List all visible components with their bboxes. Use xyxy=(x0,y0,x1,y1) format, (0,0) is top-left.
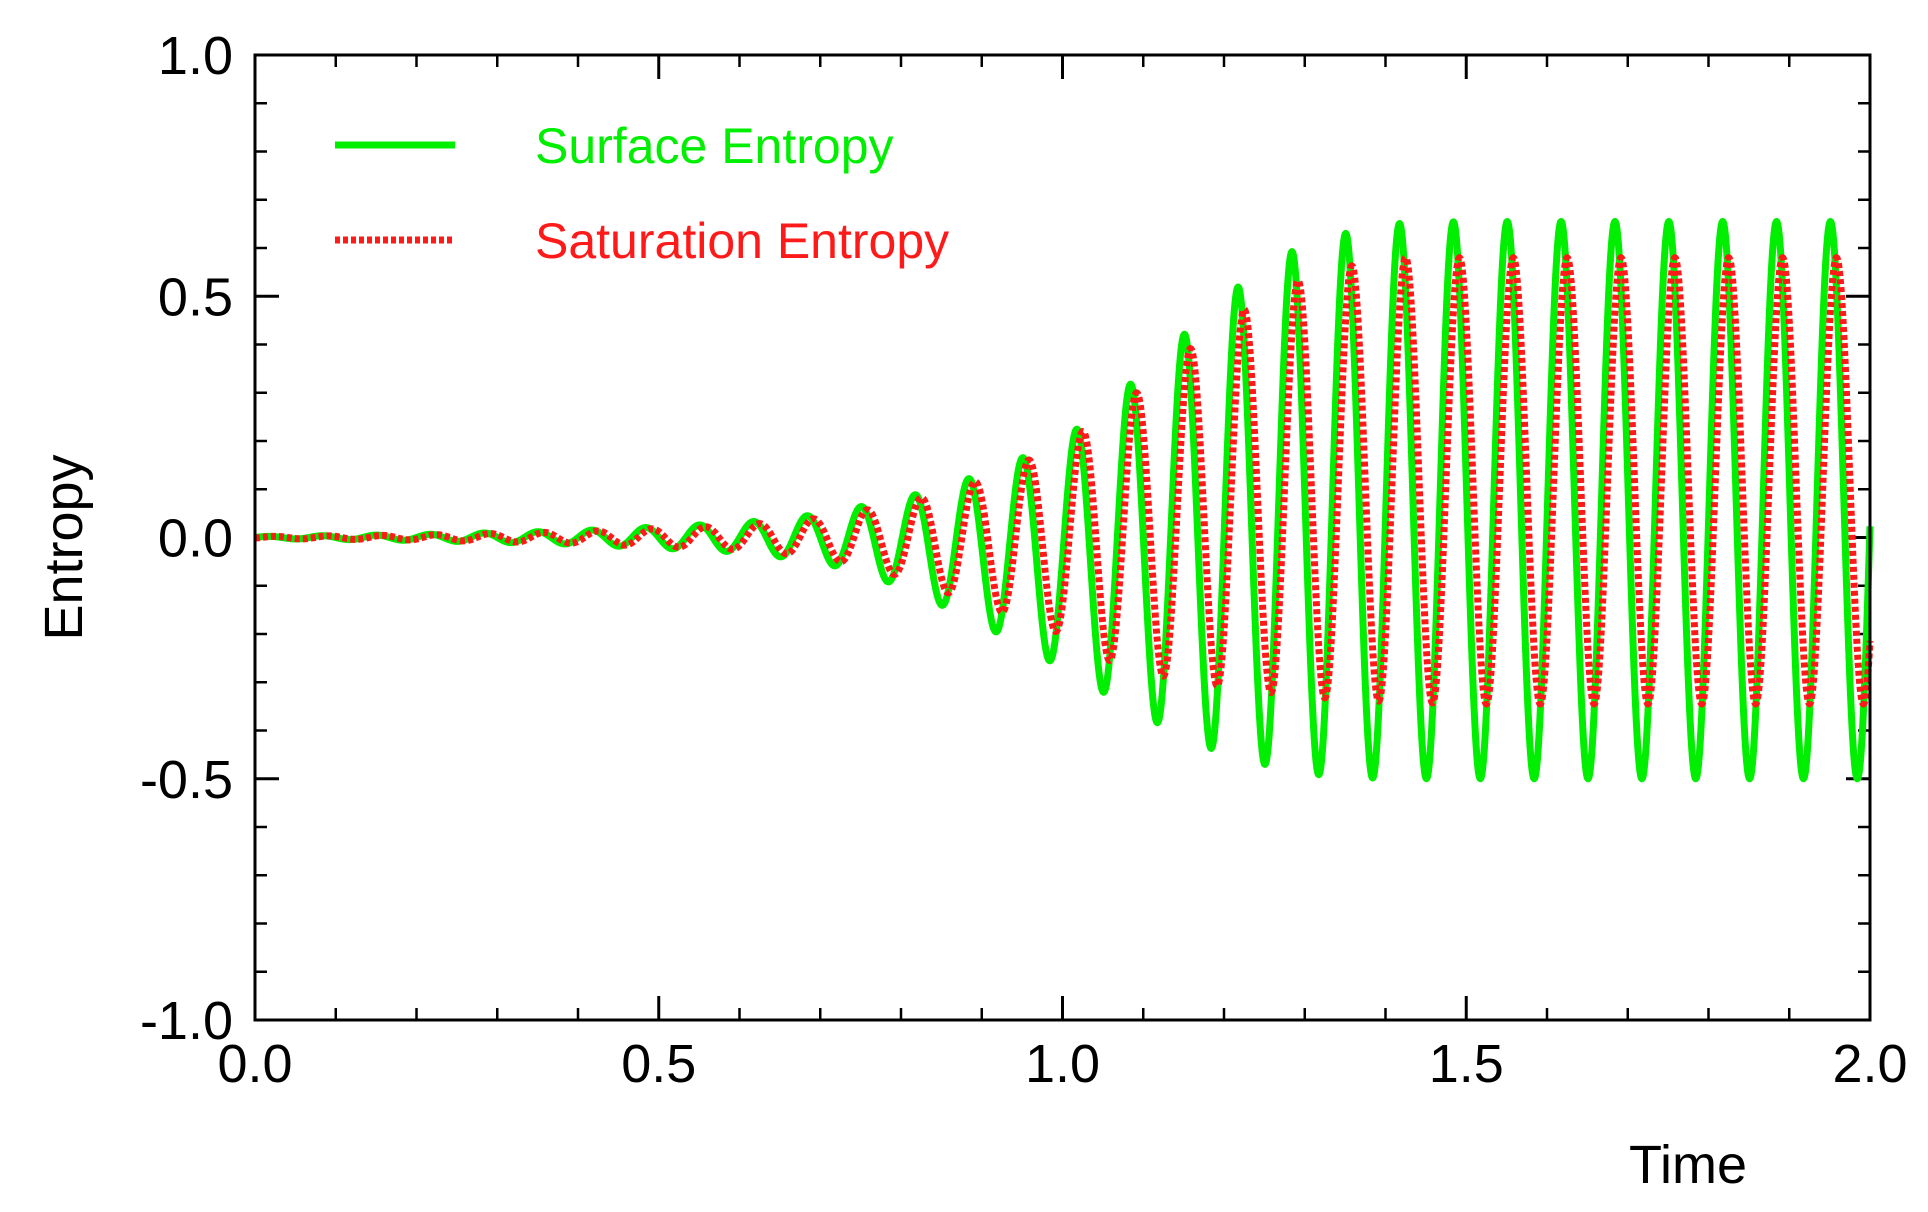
x-tick-labels: 0.0 0.5 1.0 1.5 2.0 xyxy=(217,1034,1907,1094)
x-tick-label: 0.0 xyxy=(217,1034,292,1094)
series-line-saturation-entropy xyxy=(252,254,1874,708)
y-axis-title: Entropy xyxy=(34,454,94,640)
y-tick-label: 0.0 xyxy=(158,509,233,569)
y-tick-label: 1.0 xyxy=(158,26,233,86)
x-axis-title: Time xyxy=(1629,1135,1747,1195)
legend-label-saturation-entropy: Saturation Entropy xyxy=(535,213,949,269)
y-tick-label: -0.5 xyxy=(140,750,233,810)
legend: Surface Entropy Saturation Entropy xyxy=(335,118,949,269)
plot-frame xyxy=(253,53,1872,1022)
x-tick-label: 2.0 xyxy=(1832,1034,1907,1094)
series-layer xyxy=(252,217,1874,783)
y-tick-label: 0.5 xyxy=(158,267,233,327)
x-tick-label: 0.5 xyxy=(621,1034,696,1094)
x-tick-label: 1.0 xyxy=(1025,1034,1100,1094)
y-tick-label: -1.0 xyxy=(140,991,233,1051)
x-tick-label: 1.5 xyxy=(1429,1034,1504,1094)
y-tick-labels: -1.0 -0.5 0.0 0.5 1.0 xyxy=(140,26,233,1051)
legend-label-surface-entropy: Surface Entropy xyxy=(535,118,894,174)
